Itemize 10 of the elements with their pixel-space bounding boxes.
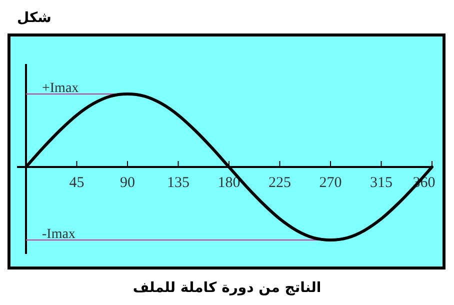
x-tick-label: 225 xyxy=(268,175,291,191)
chart-title: شكل xyxy=(17,10,52,26)
x-tick-label: 315 xyxy=(370,175,392,191)
x-tick-label: 90 xyxy=(120,175,135,191)
x-tick-label: 135 xyxy=(167,175,190,191)
ref-line-label: +Imax xyxy=(42,81,79,96)
text: الناتج من دورة كاملة للملف xyxy=(132,280,322,296)
x-tick-label: 45 xyxy=(69,175,84,191)
ref-line-label: -Imax xyxy=(42,227,76,242)
x-tick-label: 270 xyxy=(319,175,342,191)
